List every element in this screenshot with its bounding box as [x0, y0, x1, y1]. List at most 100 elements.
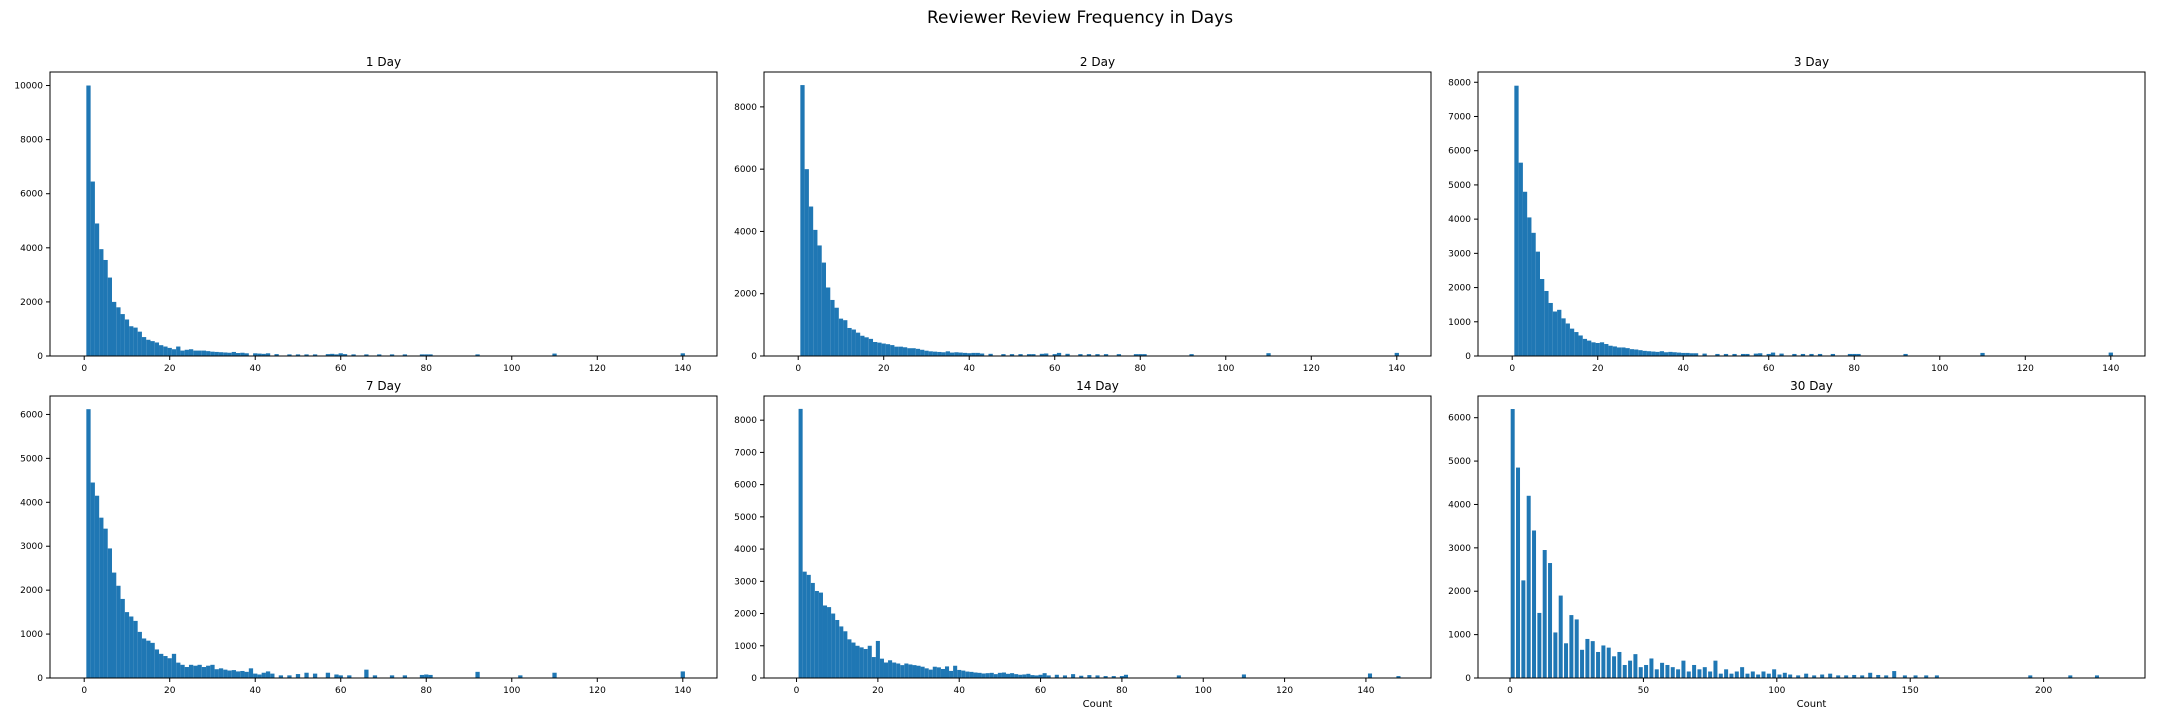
histogram-bar	[1526, 495, 1531, 678]
histogram-bar	[838, 318, 844, 356]
histogram-bar	[1646, 351, 1652, 356]
histogram-bar	[924, 350, 929, 356]
x-tick-label: 80	[1135, 364, 1147, 374]
histogram-bar	[257, 353, 262, 356]
histogram-bar	[124, 612, 130, 678]
histogram-bar	[1681, 352, 1686, 356]
axes-frame	[763, 395, 1432, 679]
x-tick-label: 140	[2102, 364, 2119, 374]
histogram-bar	[146, 339, 151, 356]
histogram-bar	[1777, 674, 1782, 678]
histogram-bar	[1740, 353, 1746, 356]
x-tick-label: 140	[1357, 686, 1374, 696]
histogram-bar	[1856, 353, 1861, 356]
x-tick-label: 120	[589, 686, 606, 696]
subplot-title: 30 Day	[1790, 379, 1833, 393]
histogram-bar	[1585, 638, 1590, 678]
histogram-bar	[1561, 318, 1566, 356]
histogram-bar	[227, 352, 232, 356]
histogram-bar	[821, 262, 826, 356]
histogram-bar	[167, 658, 172, 678]
y-tick-label: 8000	[20, 136, 43, 146]
histogram-bar	[1796, 675, 1801, 678]
y-tick-label: 8000	[1448, 78, 1471, 88]
histogram-bar	[2094, 675, 2099, 678]
histogram-bar	[1038, 674, 1043, 678]
histogram-bar	[120, 314, 125, 356]
axes-frame	[1477, 395, 2146, 679]
histogram-bar	[920, 349, 925, 356]
histogram-bar	[1042, 673, 1047, 678]
histogram-bar	[1565, 323, 1570, 356]
histogram-bar	[90, 482, 95, 678]
histogram-bar	[184, 667, 189, 678]
histogram-bar	[904, 663, 909, 678]
histogram-bar	[958, 352, 963, 356]
histogram-bar	[902, 347, 908, 356]
histogram-bar	[99, 249, 104, 356]
histogram-bar	[940, 668, 945, 678]
histogram-bar	[1804, 673, 1809, 678]
histogram-bar	[90, 181, 95, 356]
histogram-bar	[338, 675, 343, 678]
histogram-bar	[265, 671, 271, 678]
histogram-bar	[389, 354, 395, 356]
histogram-bar	[1001, 354, 1006, 356]
histogram-bar	[1820, 674, 1825, 678]
histogram-bar	[1022, 674, 1027, 678]
histogram-bar	[1241, 674, 1246, 678]
histogram-bar	[965, 671, 970, 678]
histogram-bar	[1046, 675, 1051, 678]
histogram-bar	[210, 664, 215, 678]
x-tick-label: 140	[674, 686, 691, 696]
histogram-bar	[1934, 675, 1939, 678]
histogram-bar	[971, 352, 976, 356]
histogram-bar	[475, 671, 480, 678]
histogram-bar	[949, 670, 954, 678]
histogram-bar	[1548, 563, 1553, 678]
x-tick-label: 20	[878, 364, 890, 374]
x-tick-label: 80	[421, 364, 433, 374]
histogram-bar	[1723, 353, 1729, 356]
x-tick-label: 60	[1035, 686, 1047, 696]
histogram-bar	[981, 673, 986, 678]
axes-frame	[763, 71, 1432, 357]
histogram-bar	[1740, 667, 1745, 678]
histogram-bar	[1702, 353, 1707, 356]
y-tick-label: 6000	[734, 481, 757, 491]
histogram-bar	[86, 85, 91, 357]
histogram-bar	[1086, 354, 1092, 356]
histogram-bar	[188, 664, 194, 678]
histogram-bar	[552, 353, 557, 356]
histogram-bar	[937, 351, 942, 356]
histogram-bar	[253, 673, 258, 678]
histogram-bar	[1713, 660, 1718, 678]
histogram-bar	[1599, 342, 1605, 356]
histogram-bar	[402, 354, 408, 356]
histogram-bar	[167, 347, 172, 356]
y-tick-label: 1000	[1448, 318, 1471, 328]
histogram-bar	[1542, 550, 1547, 678]
histogram-bar	[1540, 279, 1545, 356]
histogram-bar	[419, 354, 425, 356]
histogram-bar	[1612, 346, 1617, 356]
histogram-bar	[885, 344, 891, 356]
histogram-bar	[1692, 664, 1697, 678]
histogram-bar	[552, 672, 557, 678]
y-tick-label: 5000	[20, 454, 43, 464]
x-tick-label: 20	[1592, 364, 1604, 374]
histogram-bar	[1852, 353, 1857, 356]
histogram-bar	[1812, 675, 1817, 678]
histogram-bar	[1668, 351, 1673, 356]
histogram-bar	[304, 354, 309, 356]
histogram-bar	[424, 674, 429, 678]
histogram-bar	[180, 350, 185, 356]
y-tick-label: 3000	[1448, 249, 1471, 259]
histogram-bar	[944, 666, 950, 678]
histogram-bar	[814, 590, 819, 678]
histogram-bar	[518, 675, 523, 678]
histogram-bar	[235, 671, 241, 678]
x-tick-label: 0	[1509, 364, 1515, 374]
y-tick-label: 8000	[734, 416, 757, 426]
